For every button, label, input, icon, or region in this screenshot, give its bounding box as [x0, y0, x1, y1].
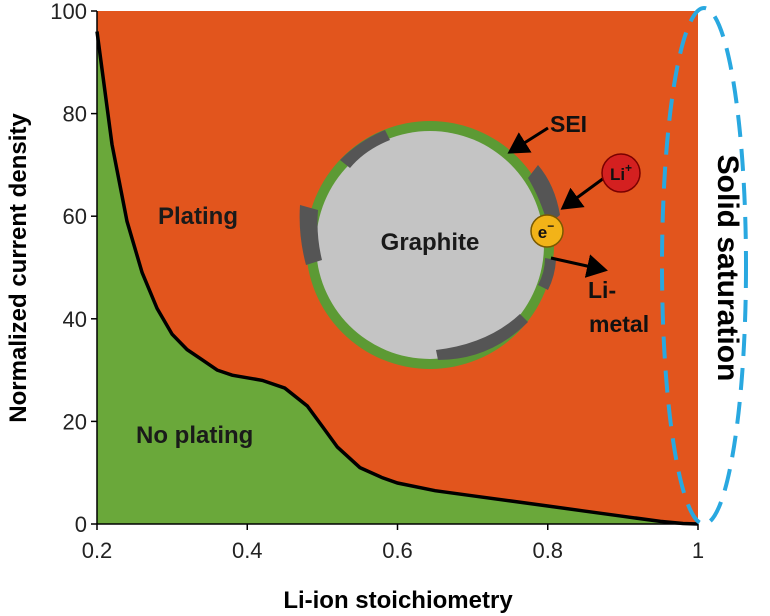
sei-label: SEI [550, 111, 587, 137]
li-ion-circle [601, 153, 641, 193]
x-tick-label: 0.6 [382, 538, 413, 563]
y-tick-label: 60 [63, 204, 87, 229]
li-metal-deposit [340, 130, 390, 168]
li-metal-deposit [436, 314, 528, 360]
y-ticks: 0 20 40 60 80 100 [50, 0, 97, 537]
solid-saturation-label: Solid saturation [711, 155, 744, 382]
x-tick-label: 0.8 [532, 538, 563, 563]
y-tick-label: 100 [50, 0, 87, 24]
plating-boundary-line [95, 31, 699, 526]
li-metal-deposit [528, 165, 560, 225]
plating-label: Plating [158, 203, 238, 230]
x-tick-label: 1 [692, 538, 704, 563]
li-ion-arrow [560, 176, 605, 210]
y-axis-label: Normalized current density [5, 113, 32, 423]
li-metal-label-line2: metal [589, 311, 649, 337]
x-tick-label: 0.4 [232, 538, 263, 563]
li-ion-label: Li+ [610, 161, 632, 184]
y-tick-label: 0 [75, 512, 87, 537]
sei-arrow [507, 126, 549, 154]
graphite-core [316, 131, 544, 359]
solid-saturation-outline [660, 6, 748, 526]
li-metal-label-line1: Li- [588, 277, 616, 303]
no-plating-label: No plating [136, 422, 253, 449]
x-axis-label: Li-ion stoichiometry [283, 587, 513, 614]
li-metal-deposit [538, 258, 556, 290]
electron-label: e− [538, 219, 554, 242]
li-metal-arrow [550, 254, 608, 278]
li-metal-deposit [299, 205, 322, 265]
no-plating-region [97, 31, 698, 524]
x-tick-label: 0.2 [82, 538, 113, 563]
li-metal-deposits [299, 130, 560, 360]
electron-marker: e− [530, 214, 564, 248]
graphite-particle: Graphite [299, 121, 560, 369]
y-tick-label: 20 [63, 409, 87, 434]
electron-circle [530, 214, 564, 248]
x-ticks: 0.2 0.4 0.6 0.8 1 [82, 524, 704, 563]
y-tick-label: 80 [63, 102, 87, 127]
y-tick-label: 40 [63, 307, 87, 332]
graphite-label: Graphite [381, 229, 480, 256]
li-ion-marker: Li+ [601, 153, 641, 193]
